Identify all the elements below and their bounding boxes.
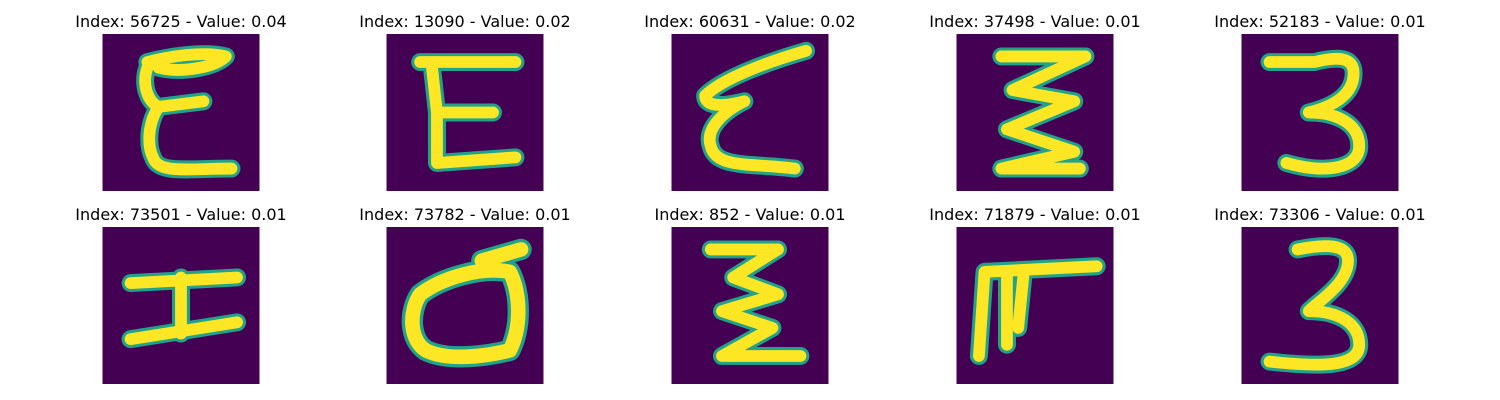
sample-panel-8: Index: 852 - Value: 0.01 [620,205,880,395]
digit-image-1 [102,34,260,191]
panel-title-8: Index: 852 - Value: 0.01 [654,205,846,224]
digit-image-10 [1241,227,1399,384]
sample-panel-10: Index: 73306 - Value: 0.01 [1190,205,1450,395]
sample-panel-3: Index: 60631 - Value: 0.02 [620,12,880,202]
panel-title-7: Index: 73782 - Value: 0.01 [359,205,571,224]
panel-title-1: Index: 56725 - Value: 0.04 [75,12,287,31]
sample-panel-2: Index: 13090 - Value: 0.02 [335,12,595,202]
digit-image-3 [671,34,829,191]
digit-image-4 [956,34,1114,191]
panel-title-3: Index: 60631 - Value: 0.02 [644,12,856,31]
panel-title-9: Index: 71879 - Value: 0.01 [929,205,1141,224]
panel-title-6: Index: 73501 - Value: 0.01 [75,205,287,224]
digit-image-5 [1241,34,1399,191]
digit-image-9 [956,227,1114,384]
panel-title-2: Index: 13090 - Value: 0.02 [359,12,571,31]
sample-panel-7: Index: 73782 - Value: 0.01 [335,205,595,395]
digit-image-6 [102,227,260,384]
sample-panel-9: Index: 71879 - Value: 0.01 [905,205,1165,395]
panel-title-4: Index: 37498 - Value: 0.01 [929,12,1141,31]
digit-image-7 [386,227,544,384]
sample-panel-1: Index: 56725 - Value: 0.04 [51,12,311,202]
panel-title-5: Index: 52183 - Value: 0.01 [1214,12,1426,31]
panel-title-10: Index: 73306 - Value: 0.01 [1214,205,1426,224]
digit-image-2 [386,34,544,191]
sample-panel-4: Index: 37498 - Value: 0.01 [905,12,1165,202]
sample-panel-5: Index: 52183 - Value: 0.01 [1190,12,1450,202]
digit-image-8 [671,227,829,384]
sample-panel-6: Index: 73501 - Value: 0.01 [51,205,311,395]
